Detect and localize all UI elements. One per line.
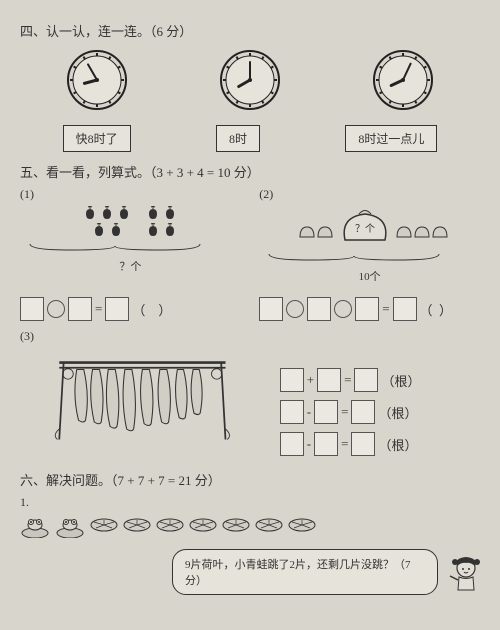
apple-icon [117,206,131,220]
clock-1 [67,50,127,110]
eq-1: = （ ） [20,297,241,321]
lotus-leaf-icon [90,516,118,543]
equals: = [341,404,348,420]
answer-box[interactable] [259,297,283,321]
frog-on-leaf-icon [20,516,50,543]
answer-box[interactable] [314,400,338,424]
q5-2-num: (2) [259,187,273,201]
label-2: 8时 [216,125,260,152]
equals: = [344,372,351,388]
q3-eq-1: + = （根） [280,368,480,392]
apple-group-left [82,206,133,237]
lotus-leaf-icon [189,516,217,543]
minus: - [307,404,311,420]
apple-icon [163,223,177,237]
lotus-row [20,516,480,543]
q5-row: (1) ？个 (2) ？个 10个 [20,187,480,284]
section5-title: 五、看一看，列算式。（3 + 3 + 4 = 10 分） [20,162,480,181]
answer-box[interactable] [20,297,44,321]
q3-equations: + = （根） - = （根） - = （根） [280,352,480,464]
answer-box[interactable] [314,432,338,456]
q5-1-label: ？个 [20,258,241,274]
equals: = [382,301,389,317]
clock-2 [220,50,280,110]
answer-box[interactable] [393,297,417,321]
answer-box[interactable] [280,400,304,424]
clock-row [20,50,480,110]
op-circle[interactable] [286,300,304,318]
clock-3 [373,50,433,110]
section4-title: 四、认一认，连一连。（6 分） [20,21,480,40]
apple-set [20,206,241,237]
lotus-leaf-icon [123,516,151,543]
op-circle[interactable] [47,300,65,318]
unit: （根） [378,403,417,422]
answer-box[interactable] [354,368,378,392]
answer-box[interactable] [307,297,331,321]
plus: + [307,372,314,388]
q5-1: (1) ？个 [20,187,241,284]
apple-icon [109,223,123,237]
answer-box[interactable] [355,297,379,321]
unit: （根） [381,371,420,390]
op-circle[interactable] [334,300,352,318]
apple-icon [100,206,114,220]
label-3: 8时过一点儿 [345,125,437,152]
lotus-leaf-icon [222,516,250,543]
eq-row-pair: = （ ） = （ ） [20,289,480,329]
q3-eq-2: - = （根） [280,400,480,424]
answer-box[interactable] [351,400,375,424]
answer-box[interactable] [317,368,341,392]
label-1: 快8时了 [63,125,131,152]
q6-1-num: 1. [20,495,480,510]
q5-2-total: 10个 [259,268,480,284]
paren: （ ） [420,300,453,319]
frog-on-leaf-icon [55,516,85,543]
bag-label: ？个 [355,223,375,235]
section6-title: 六、解决问题。（7 + 7 + 7 = 21 分） [20,470,480,489]
apple-icon [83,206,97,220]
q5-1-num: (1) [20,187,34,201]
apple-icon [163,206,177,220]
apple-icon [146,206,160,220]
q5-2: (2) ？个 10个 [259,187,480,284]
answer-box[interactable] [105,297,129,321]
answer-box[interactable] [280,368,304,392]
apple-icon [146,223,160,237]
unit: （根） [378,435,417,454]
girl-icon [444,552,480,592]
q5-3: + = （根） - = （根） - = （根） [20,352,480,464]
eq-2: = （ ） [259,297,480,321]
equals: = [341,436,348,452]
brace-1 [20,242,241,252]
paren: （ ） [132,300,171,319]
bag-row: ？个 [259,202,480,251]
bubble-row: 9片荷叶，小青蛙跳了2片，还剩几片没跳？（7分） [20,549,480,595]
answer-box[interactable] [351,432,375,456]
brace-2 [259,252,480,262]
apple-group-right [145,206,179,237]
minus: - [307,436,311,452]
answer-box[interactable] [280,432,304,456]
apple-icon [92,223,106,237]
equals: = [95,301,102,317]
lotus-leaf-icon [255,516,283,543]
gourd-rack [20,352,265,464]
lotus-leaf-icon [288,516,316,543]
lotus-leaf-icon [156,516,184,543]
q5-3-num: (3) [20,329,480,344]
speech-bubble: 9片荷叶，小青蛙跳了2片，还剩几片没跳？（7分） [172,549,438,595]
q3-eq-3: - = （根） [280,432,480,456]
answer-box[interactable] [68,297,92,321]
clock-labels: 快8时了 8时 8时过一点儿 [20,125,480,152]
